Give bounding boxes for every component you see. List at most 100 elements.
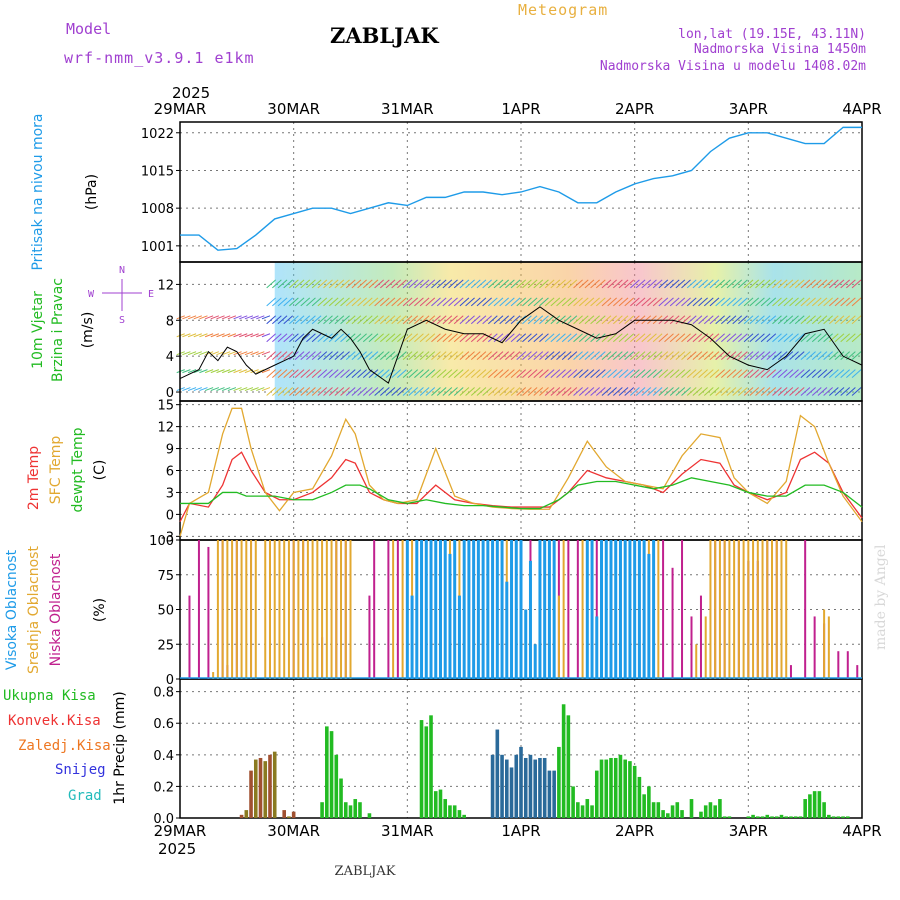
wind-barb bbox=[732, 279, 743, 289]
wind-barb bbox=[289, 387, 299, 396]
x-tick-label-bottom: 30MAR bbox=[267, 822, 320, 840]
cloud-bar bbox=[197, 540, 200, 679]
wind-barb bbox=[607, 387, 618, 396]
wind-barb bbox=[527, 387, 538, 396]
cloud-bar bbox=[462, 540, 466, 679]
wind-barb bbox=[306, 387, 316, 396]
cloud-bar bbox=[292, 540, 295, 679]
wind-barb bbox=[772, 387, 782, 396]
precip-bar bbox=[599, 759, 604, 818]
wind-barb bbox=[755, 351, 765, 361]
wind-barb bbox=[380, 387, 390, 396]
wind-barb bbox=[823, 333, 833, 343]
wind-barb bbox=[351, 315, 362, 325]
cloud-bar bbox=[704, 616, 707, 679]
wind-barb bbox=[817, 369, 828, 378]
wind-barb bbox=[351, 333, 362, 343]
wind-barb bbox=[227, 351, 237, 356]
wind-barb bbox=[516, 387, 527, 396]
wind-barb bbox=[187, 351, 197, 356]
wind-barb bbox=[351, 369, 362, 378]
wind-barb bbox=[601, 315, 612, 325]
wind-barb bbox=[256, 333, 265, 338]
y-tick-label: 0.8 bbox=[153, 686, 174, 701]
precip-bar bbox=[808, 794, 812, 818]
cloud-bar bbox=[642, 540, 646, 679]
wind-barb bbox=[182, 387, 191, 392]
wind-barb bbox=[323, 279, 333, 289]
wind-barb bbox=[425, 387, 436, 396]
wind-barb bbox=[250, 351, 259, 356]
wind-barb bbox=[732, 315, 743, 325]
wind-barb bbox=[851, 333, 862, 343]
wind-barb bbox=[408, 297, 419, 307]
wind-barb bbox=[721, 351, 731, 361]
wind-barb bbox=[692, 315, 703, 325]
wind-barb bbox=[272, 315, 282, 325]
cloud-bar bbox=[723, 540, 726, 679]
wind-barb bbox=[846, 369, 856, 378]
wind-barb bbox=[533, 333, 544, 343]
precip-bar bbox=[272, 751, 277, 818]
cloud-bar bbox=[424, 540, 428, 679]
precip-bar bbox=[576, 802, 580, 818]
wind-barb bbox=[550, 315, 561, 325]
wind-barb bbox=[277, 279, 288, 289]
precip-bar bbox=[784, 816, 789, 818]
y-tick-label: 0.6 bbox=[153, 717, 174, 732]
wind-barb bbox=[624, 369, 635, 378]
wind-barb bbox=[239, 369, 248, 374]
wind-barb bbox=[210, 351, 220, 356]
wind-barb bbox=[244, 387, 254, 392]
model-label: Model bbox=[66, 20, 111, 38]
wind-barb bbox=[721, 387, 731, 396]
wind-barb bbox=[840, 333, 851, 343]
wind-barb bbox=[652, 297, 663, 307]
cloud-bar bbox=[528, 560, 532, 679]
wind-barb bbox=[402, 315, 413, 325]
wind-barb bbox=[334, 279, 345, 289]
wind-barb bbox=[567, 279, 578, 289]
cloud-bar bbox=[595, 616, 599, 679]
cloud-bar bbox=[344, 540, 347, 679]
x-tick-label-bottom: 4APR bbox=[842, 822, 881, 840]
wind-barb bbox=[851, 369, 862, 378]
wind-barb bbox=[476, 297, 487, 307]
wind-barb bbox=[239, 351, 248, 356]
wind-barb bbox=[374, 315, 384, 325]
wind-barb bbox=[811, 279, 822, 289]
wind-barb bbox=[703, 297, 714, 307]
y-tick-label: 12 bbox=[157, 278, 174, 293]
wind-barb bbox=[300, 369, 311, 378]
precip-bar bbox=[547, 770, 552, 818]
wind-barb bbox=[250, 369, 259, 374]
wind-barb bbox=[436, 351, 447, 361]
wind-barb bbox=[233, 333, 242, 338]
compass-north: N bbox=[119, 265, 125, 276]
cloud-bar bbox=[231, 540, 234, 679]
precip-bar bbox=[590, 805, 594, 818]
wind-barb bbox=[789, 351, 799, 361]
wind-barb bbox=[385, 351, 396, 361]
wind-barb bbox=[419, 369, 430, 378]
wind-barb bbox=[368, 333, 379, 343]
wind-barb bbox=[800, 333, 811, 343]
wind-barb bbox=[505, 333, 515, 343]
x-tick-label-bottom: 3APR bbox=[729, 822, 768, 840]
wind-barb bbox=[755, 387, 765, 396]
wind-barb bbox=[703, 315, 714, 325]
precip-bar bbox=[765, 814, 770, 818]
wind-barb bbox=[414, 387, 424, 396]
wind-barb bbox=[715, 297, 725, 307]
precip-bar bbox=[689, 799, 694, 818]
wind-barb bbox=[789, 279, 799, 289]
wind-barb bbox=[277, 351, 288, 361]
cloud-bar bbox=[472, 540, 476, 679]
wind-barb bbox=[828, 279, 839, 289]
wind-barb bbox=[539, 387, 549, 396]
compass-south: S bbox=[119, 315, 125, 326]
wind-barb bbox=[539, 369, 549, 378]
wind-barb bbox=[675, 333, 686, 343]
wind-barb bbox=[669, 351, 680, 361]
wind-barb bbox=[539, 297, 549, 307]
